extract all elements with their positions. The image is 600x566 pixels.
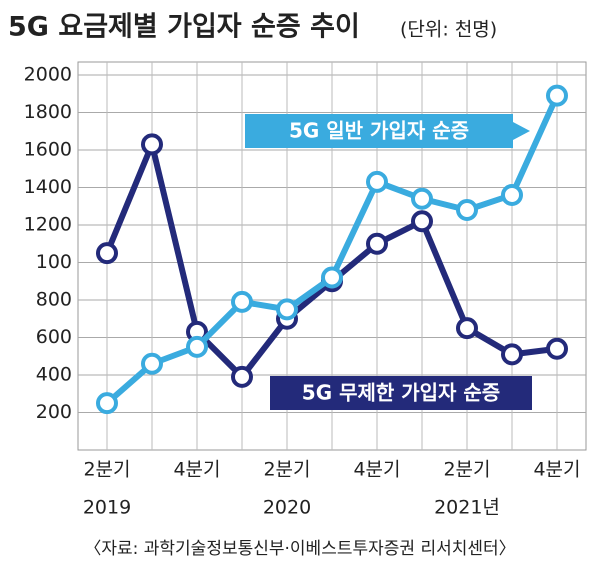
y-tick-label: 600 bbox=[36, 326, 72, 348]
point bbox=[366, 232, 388, 255]
y-tick-label: 1200 bbox=[24, 214, 72, 236]
point bbox=[276, 298, 298, 321]
source: 〈자료: 과학기술정보통신부·이베스트투자증권 리서치센터〉 bbox=[84, 539, 515, 559]
point bbox=[366, 170, 388, 193]
point bbox=[321, 266, 343, 289]
x-tick-label: 2분기 bbox=[83, 459, 130, 481]
point bbox=[456, 199, 478, 221]
point bbox=[411, 187, 433, 210]
point bbox=[456, 317, 478, 340]
point bbox=[501, 184, 523, 206]
x-tick-label: 4분기 bbox=[533, 459, 580, 481]
point bbox=[546, 84, 568, 107]
point bbox=[231, 365, 253, 388]
x-year-label: 2021년 bbox=[434, 497, 500, 519]
y-tick-label: 400 bbox=[36, 364, 72, 386]
y-tick-label: 100 bbox=[36, 251, 72, 273]
legend-arrow bbox=[513, 122, 530, 140]
point bbox=[546, 337, 568, 360]
y-tick-label: 1800 bbox=[24, 101, 72, 123]
x-year-label: 2020 bbox=[263, 497, 311, 519]
x-tick-label: 4분기 bbox=[353, 459, 400, 481]
point bbox=[96, 392, 118, 415]
y-tick-label: 200 bbox=[36, 401, 72, 423]
y-tick-label: 800 bbox=[36, 289, 72, 311]
point bbox=[186, 335, 208, 358]
point bbox=[141, 133, 163, 156]
legend-label: 5G 무제한 가입자 순증 bbox=[302, 381, 500, 405]
y-tick-label: 1400 bbox=[24, 176, 72, 198]
legend-box bbox=[270, 376, 532, 410]
chart-subtitle: (단위: 천명) bbox=[400, 19, 497, 41]
legend-label: 5G 일반 가입자 순증 bbox=[289, 119, 469, 143]
point bbox=[141, 352, 163, 375]
point bbox=[411, 210, 433, 233]
x-year-label: 2019 bbox=[83, 497, 131, 519]
x-tick-label: 2분기 bbox=[263, 459, 310, 481]
y-tick-label: 2000 bbox=[24, 64, 72, 86]
chart-title: 5G 요금제별 가입자 순증 추이 bbox=[8, 12, 360, 43]
point bbox=[96, 242, 118, 265]
x-tick-label: 2분기 bbox=[443, 459, 490, 481]
legend-box bbox=[245, 114, 513, 148]
y-tick-label: 1600 bbox=[24, 139, 72, 161]
point bbox=[501, 343, 523, 366]
x-tick-label: 4분기 bbox=[173, 459, 220, 481]
point bbox=[231, 290, 253, 313]
